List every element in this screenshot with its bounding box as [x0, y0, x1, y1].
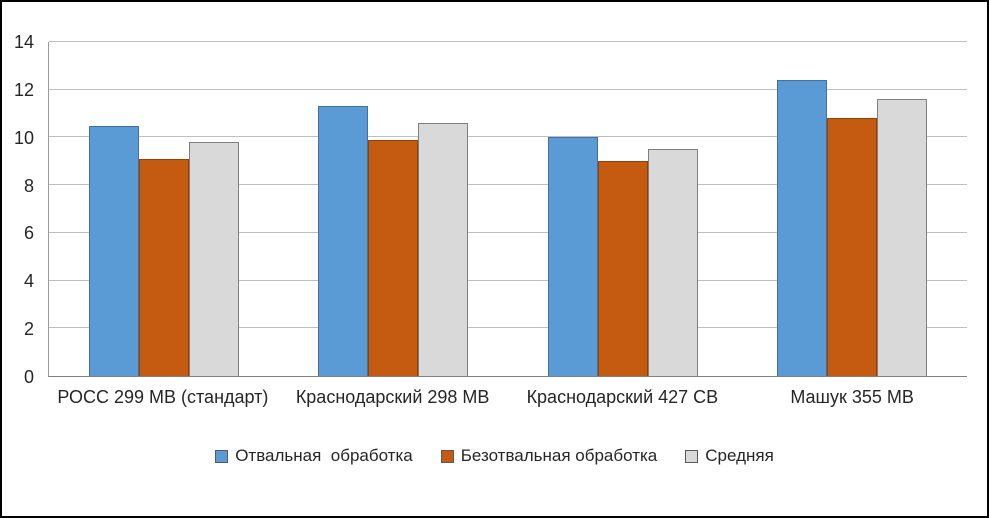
bar-series-0	[777, 80, 828, 376]
y-tick-label: 4	[23, 271, 34, 292]
gridline	[49, 327, 967, 329]
bar-series-2	[647, 149, 698, 376]
x-category-label: Краснодарский 298 МВ	[295, 387, 490, 407]
y-tick-label: 0	[23, 367, 34, 387]
y-axis: 0 2 4 6 8 10 12 14	[6, 33, 42, 386]
legend-label: Средняя	[705, 446, 774, 465]
x-axis: РОСС 299 МВ (стандарт) Краснодарский 298 …	[48, 387, 967, 408]
bar-series-1	[368, 139, 419, 376]
y-tick-label: 8	[23, 175, 34, 196]
bar-series-2	[877, 99, 928, 376]
bar-group	[279, 42, 509, 376]
y-tick-label: 12	[13, 79, 34, 100]
legend-item-1: Безотвальная обработка	[440, 446, 658, 466]
bar-group	[738, 42, 968, 376]
bar-series-2	[418, 123, 469, 376]
bar-series-0	[547, 137, 598, 376]
bar-group	[508, 42, 738, 376]
legend-swatch-icon	[685, 449, 699, 463]
gridline	[49, 136, 967, 138]
bar-series-1	[827, 118, 878, 376]
bar-series-1	[597, 161, 648, 376]
legend: Отвальная обработка Безотвальная обработк…	[2, 446, 987, 466]
legend-item-0: Отвальная обработка	[215, 446, 413, 466]
x-category-label: Машук 355 МВ	[790, 387, 914, 407]
gridline	[49, 41, 967, 42]
x-category-label: РОСС 299 МВ (стандарт)	[57, 387, 269, 407]
bar-series-1	[138, 158, 189, 376]
bar-group	[49, 42, 279, 376]
bar-series-2	[188, 142, 239, 376]
bar-series-0	[318, 106, 369, 376]
y-tick-label: 2	[23, 319, 34, 340]
legend-label: Безотвальная обработка	[460, 446, 658, 465]
legend-label: Отвальная обработка	[235, 446, 413, 465]
gridline	[49, 88, 967, 90]
y-tick-label: 10	[13, 127, 34, 148]
legend-item-2: Средняя	[685, 446, 774, 466]
gridline	[49, 279, 967, 281]
y-tick-label: 14	[13, 32, 34, 52]
legend-swatch-icon	[215, 449, 229, 463]
legend-swatch-icon	[440, 449, 454, 463]
x-category-label: Краснодарский 427 СВ	[526, 387, 719, 407]
bar-series-0	[88, 125, 139, 376]
gridline	[49, 231, 967, 233]
gridline	[49, 184, 967, 186]
y-tick-label: 6	[23, 223, 34, 244]
plot-area	[48, 41, 968, 377]
